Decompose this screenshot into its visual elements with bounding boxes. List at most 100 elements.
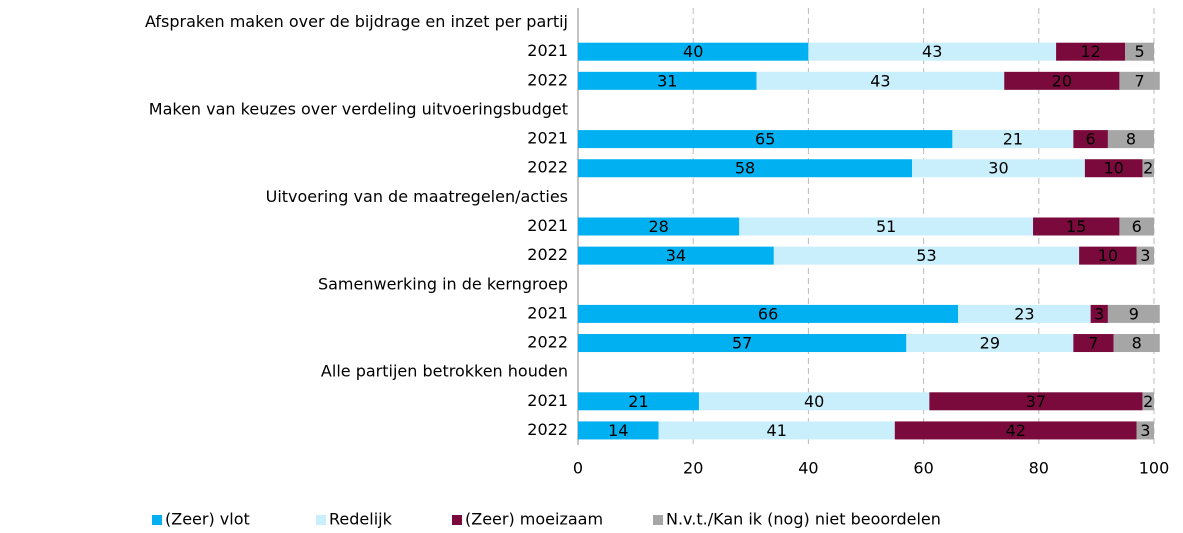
bar-segment	[958, 304, 1091, 323]
bar-segment	[578, 421, 659, 440]
y-tick-label: 2022	[527, 70, 568, 89]
data-label: 12	[1080, 42, 1100, 61]
bar-segment	[1119, 71, 1160, 90]
bar-segment	[1136, 421, 1154, 440]
bar-segment	[1033, 217, 1120, 236]
data-label: 42	[1006, 421, 1026, 440]
data-label: 41	[767, 421, 787, 440]
y-tick-label: 2021	[527, 303, 568, 322]
data-label: 5	[1135, 42, 1145, 61]
data-label: 9	[1129, 304, 1139, 323]
y-tick-label: 2021	[527, 41, 568, 60]
data-label: 29	[980, 334, 1000, 353]
bar-segment	[929, 392, 1143, 411]
bar-segment	[756, 71, 1005, 90]
bar-segment	[578, 42, 809, 61]
x-tick-label: 80	[1029, 459, 1049, 478]
x-tick-label: 0	[573, 459, 583, 478]
bar-segment	[578, 71, 757, 90]
bar-segment	[912, 159, 1085, 178]
bar-segment	[1090, 304, 1108, 323]
data-label: 43	[870, 71, 890, 90]
data-label: 66	[758, 304, 778, 323]
y-tick-label: Alle partijen betrokken houden	[321, 362, 568, 381]
bar-segment	[578, 304, 959, 323]
bar-segment	[1079, 246, 1137, 265]
data-label: 57	[732, 334, 752, 353]
y-tick-label: Samenwerking in de kerngroep	[318, 274, 568, 293]
y-tick-label: 2021	[527, 391, 568, 410]
bar-segment	[658, 421, 895, 440]
bar-segment	[578, 334, 907, 353]
data-label: 8	[1126, 130, 1136, 149]
data-label: 65	[755, 130, 775, 149]
data-label: 31	[657, 71, 677, 90]
data-label: 34	[666, 246, 686, 265]
data-label: 23	[1014, 304, 1034, 323]
data-label: 3	[1140, 246, 1150, 265]
y-tick-label: 2021	[527, 129, 568, 148]
data-label: 2	[1143, 159, 1153, 178]
data-label: 40	[804, 392, 824, 411]
data-label: 28	[648, 217, 668, 236]
bar-segment	[1084, 159, 1143, 178]
legend-marker	[653, 515, 663, 525]
data-label: 7	[1088, 334, 1098, 353]
x-tick-label: 60	[913, 459, 933, 478]
data-label: 58	[735, 159, 755, 178]
data-label: 10	[1098, 246, 1118, 265]
bar-segment	[739, 217, 1034, 236]
data-label: 21	[628, 392, 648, 411]
y-tick-label: 2021	[527, 216, 568, 235]
legend-label: (Zeer) moeizaam	[465, 510, 603, 529]
bar-segment	[1119, 217, 1154, 236]
bar-segment	[1073, 130, 1108, 149]
bar-segment	[1142, 159, 1154, 178]
bar-segment	[578, 130, 953, 149]
data-label: 3	[1094, 304, 1104, 323]
x-tick-label: 20	[683, 459, 703, 478]
bar-segment	[1073, 334, 1114, 353]
legend-label: (Zeer) vlot	[165, 510, 250, 529]
data-label: 30	[988, 159, 1008, 178]
data-label: 14	[608, 421, 628, 440]
data-label: 15	[1066, 217, 1086, 236]
legend-marker	[152, 515, 162, 525]
bar-segment	[1004, 71, 1120, 90]
bar-segment	[1113, 334, 1160, 353]
data-label: 2	[1143, 392, 1153, 411]
x-tick-label: 100	[1139, 459, 1170, 478]
bar-segment	[1136, 246, 1154, 265]
bar-segment	[894, 421, 1137, 440]
y-tick-label: 2022	[527, 245, 568, 264]
bar-segment	[1125, 42, 1154, 61]
data-label: 53	[916, 246, 936, 265]
data-label: 21	[1003, 130, 1023, 149]
bar-segment	[698, 392, 930, 411]
y-tick-label: Uitvoering van de maatregelen/acties	[266, 187, 568, 206]
data-label: 6	[1132, 217, 1142, 236]
legend-label: Redelijk	[329, 510, 393, 529]
data-label: 43	[922, 42, 942, 61]
bar-segment	[1056, 42, 1126, 61]
data-label: 20	[1052, 71, 1072, 90]
y-tick-label: 2022	[527, 420, 568, 439]
bar-segment	[578, 159, 913, 178]
y-tick-label: Afspraken maken over de bijdrage en inze…	[145, 12, 568, 31]
data-label: 8	[1132, 334, 1142, 353]
y-tick-label: Maken van keuzes over verdeling uitvoeri…	[149, 99, 568, 118]
data-label: 7	[1135, 71, 1145, 90]
data-label: 51	[876, 217, 896, 236]
bar-segment	[808, 42, 1057, 61]
data-label: 3	[1140, 421, 1150, 440]
data-label: 6	[1086, 130, 1096, 149]
data-label: 37	[1026, 392, 1046, 411]
bar-segment	[578, 392, 699, 411]
bar-segment	[773, 246, 1080, 265]
bar-segment	[1107, 304, 1160, 323]
bar-segment	[952, 130, 1074, 149]
legend-marker	[316, 515, 326, 525]
x-tick-label: 40	[798, 459, 818, 478]
data-label: 40	[683, 42, 703, 61]
